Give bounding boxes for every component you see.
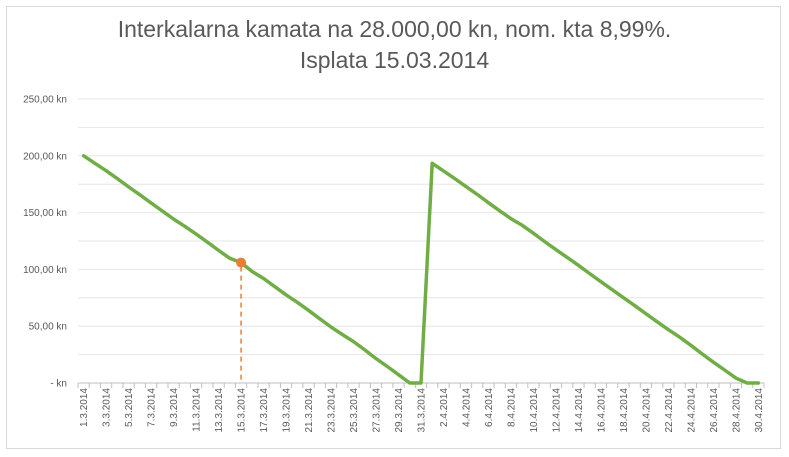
y-tick-label: 100,00 kn [23, 265, 67, 276]
x-tick-label: 5.3.2014 [124, 388, 135, 427]
x-tick-label: 11.3.2014 [192, 388, 203, 432]
x-tick-label: 6.4.2014 [484, 388, 495, 427]
x-tick-label: 22.4.2014 [664, 388, 675, 433]
x-axis: 1.3.2014 3.3.2014 5.3.2014 7.3.2014 9.3.2014… [77, 382, 765, 433]
chart-subtitle: Isplata 15.03.2014 [299, 47, 490, 73]
x-tick-label: 27.3.2014 [372, 388, 383, 433]
x-tick-label: 28.4.2014 [731, 388, 742, 433]
payment-marker [236, 257, 247, 268]
y-tick-label: 200,00 kn [23, 151, 67, 162]
x-tick-label: 1.3.2014 [79, 388, 90, 427]
chart-title-block: Interkalarna kamata na 28.000,00 kn, nom… [0, 14, 789, 76]
y-axis: 250,00 kn 200,00 kn 150,00 kn 100,00 kn 50,0… [23, 95, 67, 390]
x-tick-label: 14.4.2014 [574, 388, 585, 433]
y-tick-label: 250,00 kn [23, 95, 67, 106]
y-tick-label: - kn [50, 379, 67, 390]
x-tick-label: 15.3.2014 [237, 388, 248, 433]
x-tick-label: 16.4.2014 [596, 388, 607, 433]
x-tick-label: 12.4.2014 [551, 388, 562, 433]
x-tick-label: 24.4.2014 [686, 388, 697, 433]
y-tick-label: 50,00 kn [29, 322, 67, 333]
x-tick-label: 7.3.2014 [147, 388, 158, 427]
gridlines [78, 98, 764, 356]
x-tick-label: 20.4.2014 [641, 388, 652, 433]
x-tick-label: 26.4.2014 [709, 388, 720, 433]
chart-title: Interkalarna kamata na 28.000,00 kn, nom… [117, 16, 672, 42]
x-tick-label: 2.4.2014 [439, 388, 450, 427]
x-tick-label: 23.3.2014 [327, 388, 338, 433]
x-tick-label: 31.3.2014 [417, 388, 428, 433]
x-tick-label: 3.3.2014 [102, 388, 113, 427]
x-tick-label: 8.4.2014 [506, 388, 517, 427]
chart-frame [6, 6, 781, 449]
x-tick-label: 13.3.2014 [214, 388, 225, 433]
x-tick-label: 18.4.2014 [619, 388, 630, 433]
x-tick-label: 10.4.2014 [529, 388, 540, 433]
x-tick-label: 21.3.2014 [304, 388, 315, 433]
x-tick-label: 30.4.2014 [754, 388, 765, 433]
x-tick-label: 4.4.2014 [461, 388, 472, 427]
x-tick-label: 17.3.2014 [259, 388, 270, 433]
x-tick-label: 25.3.2014 [349, 388, 360, 433]
x-tick-label: 9.3.2014 [169, 388, 180, 427]
y-tick-label: 150,00 kn [23, 208, 67, 219]
x-tick-label: 19.3.2014 [282, 388, 293, 433]
series-line [81, 154, 761, 385]
x-tick-label: 29.3.2014 [394, 388, 405, 433]
plot-area [81, 154, 761, 385]
